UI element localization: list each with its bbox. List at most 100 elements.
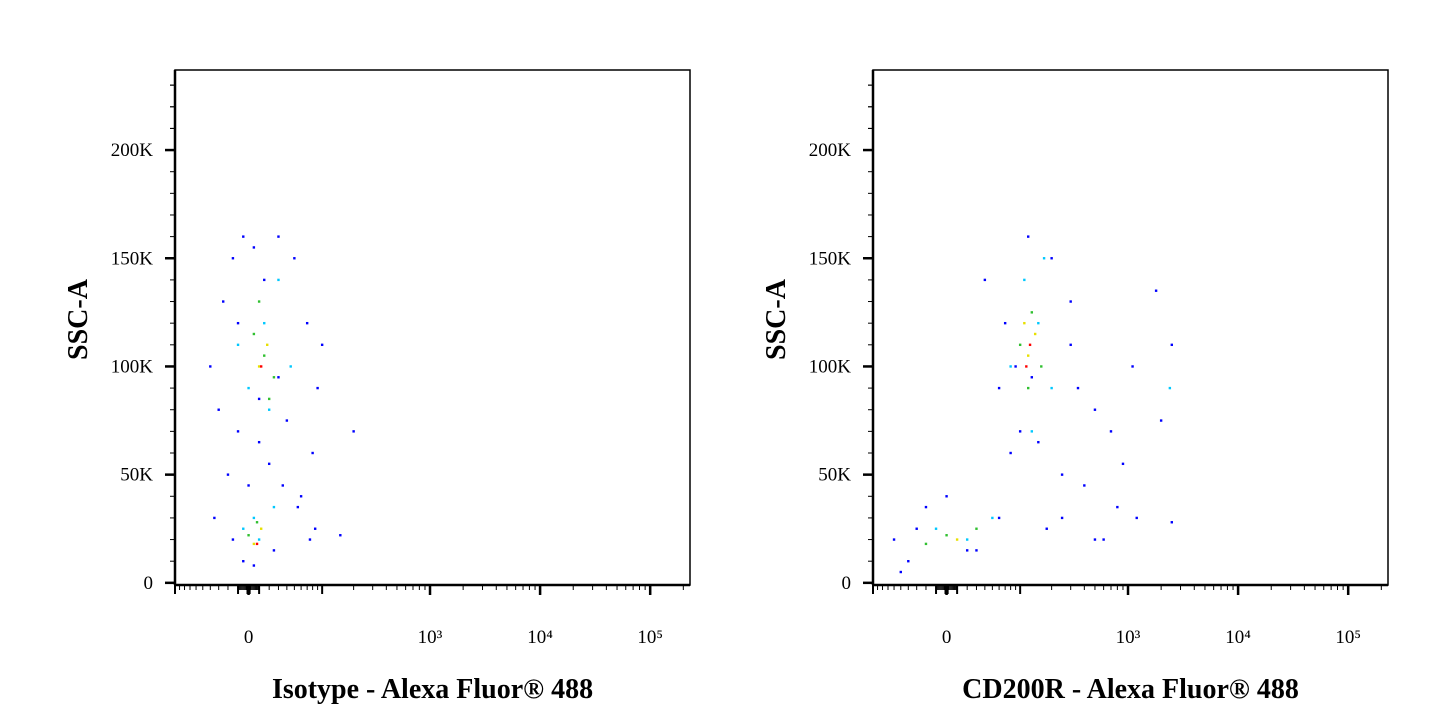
point (892, 538, 896, 541)
x-tick-label: 10⁵ (1335, 627, 1361, 648)
point (983, 278, 987, 282)
y-tick-label: 50K (120, 465, 153, 486)
point (1023, 321, 1026, 325)
point (1168, 386, 1172, 390)
point (267, 408, 271, 411)
point (1170, 521, 1174, 524)
point (352, 430, 355, 433)
y-tick-label: 150K (809, 248, 852, 269)
point (997, 386, 1001, 390)
point (1040, 365, 1043, 368)
point (257, 538, 261, 541)
point (1154, 289, 1158, 292)
point (236, 343, 240, 347)
point (217, 408, 220, 411)
point (305, 321, 309, 325)
point (231, 538, 235, 541)
point (272, 376, 276, 379)
point (259, 365, 263, 368)
point (311, 451, 314, 455)
point (1069, 300, 1072, 303)
point (267, 462, 271, 466)
point (313, 527, 317, 530)
point (252, 564, 256, 567)
point (1083, 484, 1086, 487)
point (1028, 343, 1032, 347)
point (965, 549, 969, 552)
point (1093, 408, 1097, 411)
point (1076, 386, 1080, 390)
point (255, 542, 259, 546)
y-axis-label: SSC-A (761, 278, 792, 360)
point (293, 257, 296, 260)
point (257, 300, 261, 303)
point (1030, 376, 1034, 379)
point (263, 278, 266, 282)
plot-frame (174, 69, 691, 586)
point (1093, 538, 1097, 541)
point (247, 386, 250, 390)
y-tick-label: 0 (144, 573, 154, 594)
x-axis-label: Isotype - Alexa Fluor® 488 (272, 674, 593, 705)
point (945, 534, 948, 537)
point (1170, 343, 1174, 347)
point (955, 538, 959, 541)
point (997, 516, 1001, 520)
point (272, 505, 276, 509)
plot-frame (872, 69, 1389, 586)
point (1027, 386, 1030, 390)
point (924, 542, 928, 546)
point (289, 365, 292, 368)
x-tick-label: 10⁴ (1225, 627, 1251, 648)
point (1060, 516, 1064, 520)
point (1102, 538, 1105, 541)
point (247, 484, 250, 487)
point (252, 246, 256, 249)
point (1014, 365, 1017, 368)
point (252, 332, 256, 336)
x-tick-label: 0 (942, 627, 952, 648)
x-tick-label: 10⁵ (637, 627, 663, 648)
point (257, 440, 261, 444)
point (242, 235, 245, 238)
point (1009, 365, 1012, 368)
point (1027, 354, 1030, 357)
point (267, 397, 271, 401)
point (209, 365, 212, 368)
point (263, 354, 266, 357)
point (1025, 365, 1028, 368)
point (213, 516, 216, 520)
x-tick-label: 10³ (418, 627, 443, 648)
y-axis-label: SSC-A (63, 278, 94, 360)
point (242, 527, 245, 530)
point (907, 559, 910, 563)
point (1159, 419, 1163, 422)
point (1042, 257, 1046, 260)
point (236, 430, 240, 433)
point (1030, 311, 1034, 314)
point (266, 343, 269, 347)
y-tick-label: 150K (111, 248, 154, 269)
point (320, 343, 324, 347)
point (231, 257, 235, 260)
point (255, 521, 259, 524)
point (226, 473, 230, 476)
point (1037, 440, 1040, 444)
point (247, 534, 250, 537)
point (1027, 235, 1030, 238)
point (934, 527, 938, 530)
point (222, 300, 225, 303)
point (1116, 505, 1119, 509)
y-tick-label: 100K (111, 356, 154, 377)
x-axis-label: CD200R - Alexa Fluor® 488 (962, 674, 1299, 705)
point (263, 321, 266, 325)
point (965, 538, 969, 541)
point (1121, 462, 1125, 466)
point (1045, 527, 1048, 530)
point (1050, 386, 1053, 390)
point (1109, 430, 1113, 433)
point (281, 484, 284, 487)
point (1033, 332, 1037, 336)
y-tick-label: 200K (809, 140, 852, 161)
